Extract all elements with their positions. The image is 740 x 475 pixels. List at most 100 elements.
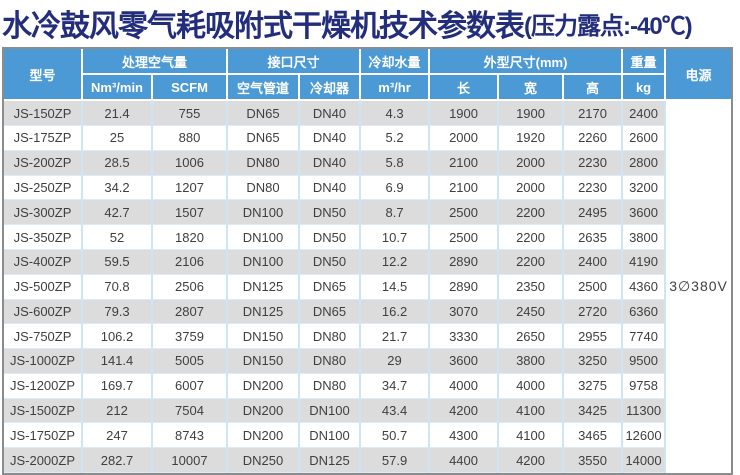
header-nm3-per-min: Nm³/min	[82, 74, 153, 101]
cell-value: 11300	[622, 398, 667, 424]
cell-value: 2230	[563, 175, 624, 201]
cell-value: 1920	[498, 125, 565, 151]
cell-value: 10007	[152, 447, 229, 473]
cell-value: DN100	[227, 224, 301, 250]
cell-value: 9758	[622, 373, 667, 399]
cell-value: 2170	[563, 100, 624, 127]
table-row: JS-150ZP 21.4 755 DN65 DN40 4.3 1900 1900 2170 24…	[4, 100, 732, 473]
cell-value: 70.8	[82, 274, 153, 300]
cell-value: 50.7	[360, 422, 431, 449]
cell-value: DN50	[299, 199, 362, 226]
cell-value: 34.7	[360, 373, 431, 399]
cell-value: 59.5	[82, 249, 153, 275]
cell-value: 106.2	[82, 323, 153, 350]
cell-value: 79.3	[82, 299, 153, 325]
header-model: 型号	[4, 49, 83, 101]
cell-value: DN200	[227, 398, 301, 424]
cell-value: 3070	[429, 299, 500, 325]
cell-value: 14000	[622, 447, 667, 473]
cell-model: JS-200ZP	[4, 150, 83, 176]
cell-value: DN65	[299, 299, 362, 325]
cell-value: 12600	[622, 422, 667, 449]
cell-value: 9500	[622, 348, 667, 374]
cell-value: 5.8	[360, 150, 431, 176]
header-length: 长	[429, 74, 500, 101]
cell-value: 3275	[563, 373, 624, 399]
table-row: JS-200ZP 28.5 1006 DN80 DN40 5.8 2100 2000 2230 2…	[4, 150, 731, 176]
cell-value: 57.9	[360, 447, 431, 473]
title-suffix: (压力露点:-40℃)	[524, 12, 693, 40]
cell-model: JS-400ZP	[4, 249, 83, 275]
table-row: JS-400ZP 59.5 2106 DN100 DN50 12.2 2890 2200 240…	[4, 249, 731, 275]
table-row: JS-500ZP 70.8 2506 DN125 DN65 14.5 2890 2350 250…	[4, 274, 731, 300]
cell-value: 2635	[563, 224, 624, 250]
cell-value: 4000	[429, 373, 500, 399]
cell-value: 6360	[622, 299, 667, 325]
header-cooler: 冷却器	[299, 74, 362, 101]
cell-model: JS-175ZP	[4, 125, 83, 151]
cell-value: 3550	[563, 447, 624, 473]
cell-value: 1900	[429, 100, 500, 127]
cell-value: 755	[152, 100, 229, 127]
cell-value: 3600	[622, 199, 667, 226]
header-m3-per-hr: m³/hr	[360, 74, 431, 101]
cell-value: DN125	[227, 274, 301, 300]
cell-value: 25	[82, 125, 153, 151]
cell-model: JS-1000ZP	[4, 348, 83, 374]
cell-value: 2106	[152, 249, 229, 275]
cell-value: 43.4	[360, 398, 431, 424]
cell-value: 52	[82, 224, 153, 250]
cell-value: 2495	[563, 199, 624, 226]
cell-value: DN80	[227, 150, 301, 176]
cell-value: 4360	[622, 274, 667, 300]
table-row: JS-1200ZP 169.7 6007 DN200 DN80 34.7 4000 4000 3…	[4, 373, 731, 399]
cell-model: JS-1500ZP	[4, 398, 83, 424]
cell-value: 2450	[498, 299, 565, 325]
cell-value: 34.2	[82, 175, 153, 201]
cell-value: 2800	[622, 150, 667, 176]
table-body: JS-150ZP 21.4 755 DN65 DN40 4.3 1900 1900 2170 24…	[4, 100, 732, 473]
cell-value: 28.5	[82, 150, 153, 176]
cell-value: DN65	[227, 100, 301, 127]
cell-value: 6007	[152, 373, 229, 399]
cell-value: 2400	[622, 100, 667, 127]
cell-value: 14.5	[360, 274, 431, 300]
cell-value: 4190	[622, 249, 667, 275]
title-main: 水冷鼓风零气耗吸附式干燥机技术参数表	[2, 10, 525, 43]
cell-model: JS-1200ZP	[4, 373, 83, 399]
cell-value: 2200	[498, 199, 565, 226]
cell-model: JS-1750ZP	[4, 422, 83, 449]
header-air-pipe: 空气管道	[227, 74, 301, 101]
cell-model: JS-150ZP	[4, 100, 83, 127]
cell-value: DN250	[227, 447, 301, 473]
cell-value: 3800	[498, 348, 565, 374]
cell-value: 2720	[563, 299, 624, 325]
cell-value: 4200	[429, 398, 500, 424]
cell-model: JS-600ZP	[4, 299, 83, 325]
cell-value: DN125	[299, 447, 362, 473]
cell-value: 2500	[429, 199, 500, 226]
header-weight-group: 重量	[622, 49, 667, 75]
cell-value: 2000	[429, 125, 500, 151]
cell-value: 6.9	[360, 175, 431, 201]
cell-value: 1006	[152, 150, 229, 176]
cell-value: 141.4	[82, 348, 153, 374]
spec-table: 型号 处理空气量 接口尺寸 冷却水量 外型尺寸(mm) 重量 电源 Nm³/mi…	[4, 49, 732, 473]
header-width: 宽	[498, 74, 565, 101]
cell-value: DN80	[299, 348, 362, 374]
header-row-units: Nm³/min SCFM 空气管道 冷却器 m³/hr 长 宽 高 kg	[4, 74, 731, 101]
cell-value: 5005	[152, 348, 229, 374]
cell-model: JS-2000ZP	[4, 447, 83, 473]
cell-value: 7504	[152, 398, 229, 424]
header-dimensions-group: 外型尺寸(mm)	[429, 49, 624, 75]
cell-value: DN125	[227, 299, 301, 325]
cell-value: DN100	[227, 249, 301, 275]
cell-model: JS-750ZP	[4, 323, 83, 350]
cell-value: 1207	[152, 175, 229, 201]
cell-value: 2000	[498, 150, 565, 176]
cell-value: 3425	[563, 398, 624, 424]
cell-model: JS-300ZP	[4, 199, 83, 226]
cell-value: 8743	[152, 422, 229, 449]
cell-model: JS-250ZP	[4, 175, 83, 201]
cell-value: 12.2	[360, 249, 431, 275]
